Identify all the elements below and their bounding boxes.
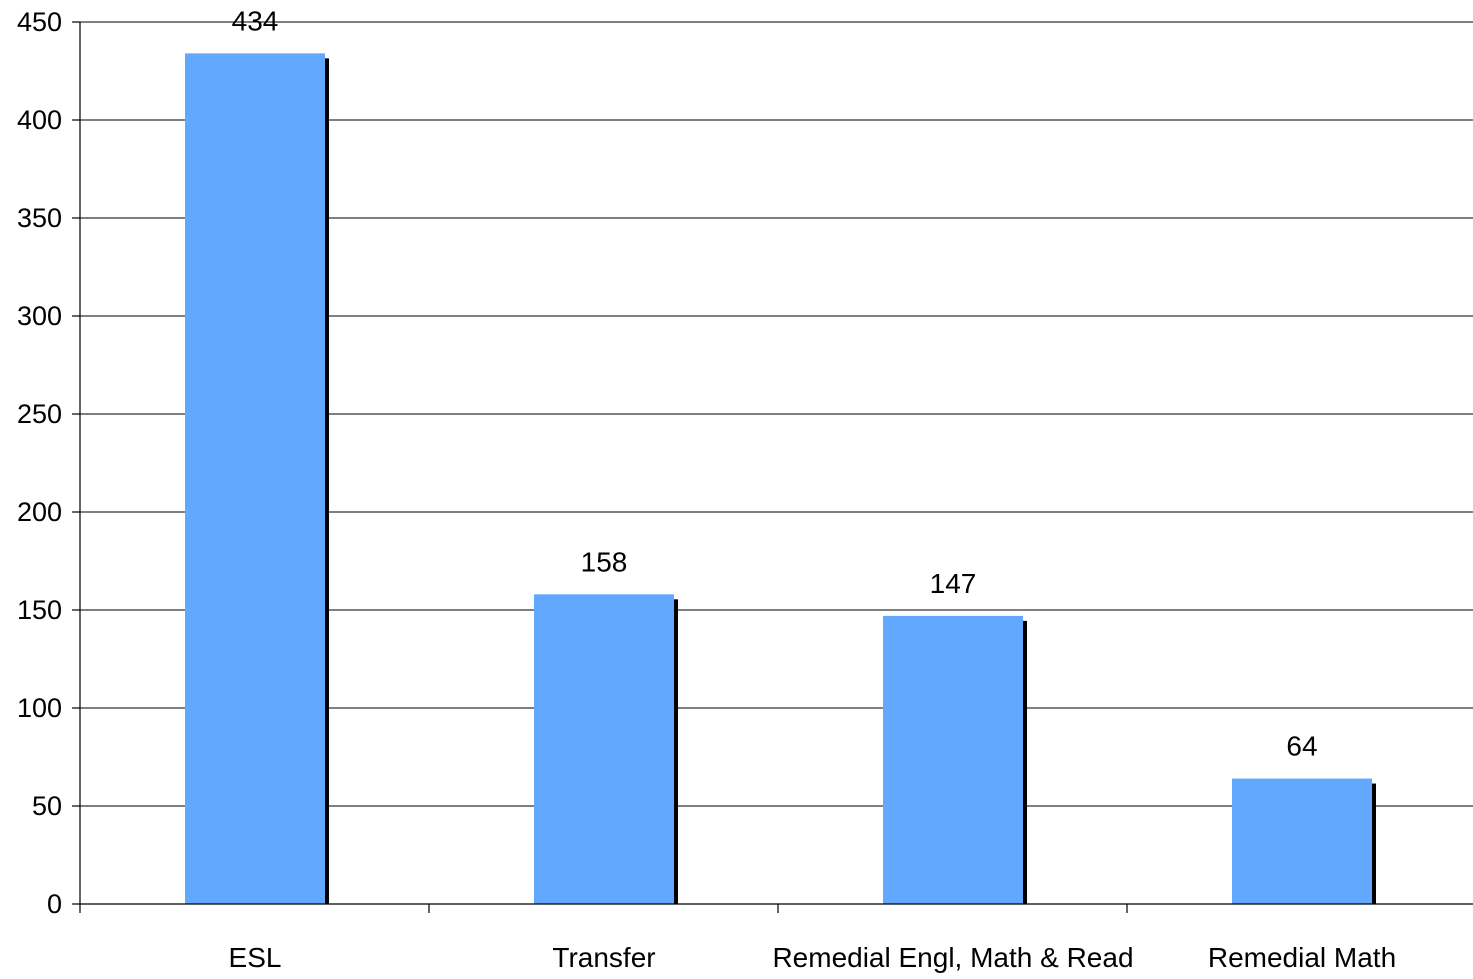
ytick-label-250: 250 [17, 399, 62, 429]
bar-0 [185, 53, 325, 905]
ytick-label-150: 150 [17, 595, 62, 625]
ytick-label-50: 50 [32, 791, 62, 821]
ytick-label-100: 100 [17, 693, 62, 723]
ytick-label-200: 200 [17, 497, 62, 527]
labels: 0 50 100 150 200 250 300 350 400 450 434 ESL 158 Tran… [17, 5, 1396, 973]
category-label-0: ESL [229, 942, 282, 973]
ytick-label-300: 300 [17, 301, 62, 331]
ytick-label-0: 0 [47, 889, 62, 919]
data-label-0: 434 [232, 5, 279, 36]
bar-3 [1232, 778, 1372, 904]
bars [185, 53, 1376, 905]
ytick-label-350: 350 [17, 203, 62, 233]
ytick-label-450: 450 [17, 7, 62, 37]
data-label-1: 158 [581, 546, 628, 577]
category-label-3: Remedial Math [1208, 942, 1396, 973]
category-label-1: Transfer [552, 942, 655, 973]
bar-2 [883, 615, 1023, 904]
axes [72, 21, 1473, 913]
data-label-2: 147 [930, 568, 977, 599]
category-label-2: Remedial Engl, Math & Read [772, 942, 1133, 973]
data-label-3: 64 [1286, 731, 1317, 762]
bar-1 [534, 594, 674, 904]
ytick-label-400: 400 [17, 105, 62, 135]
